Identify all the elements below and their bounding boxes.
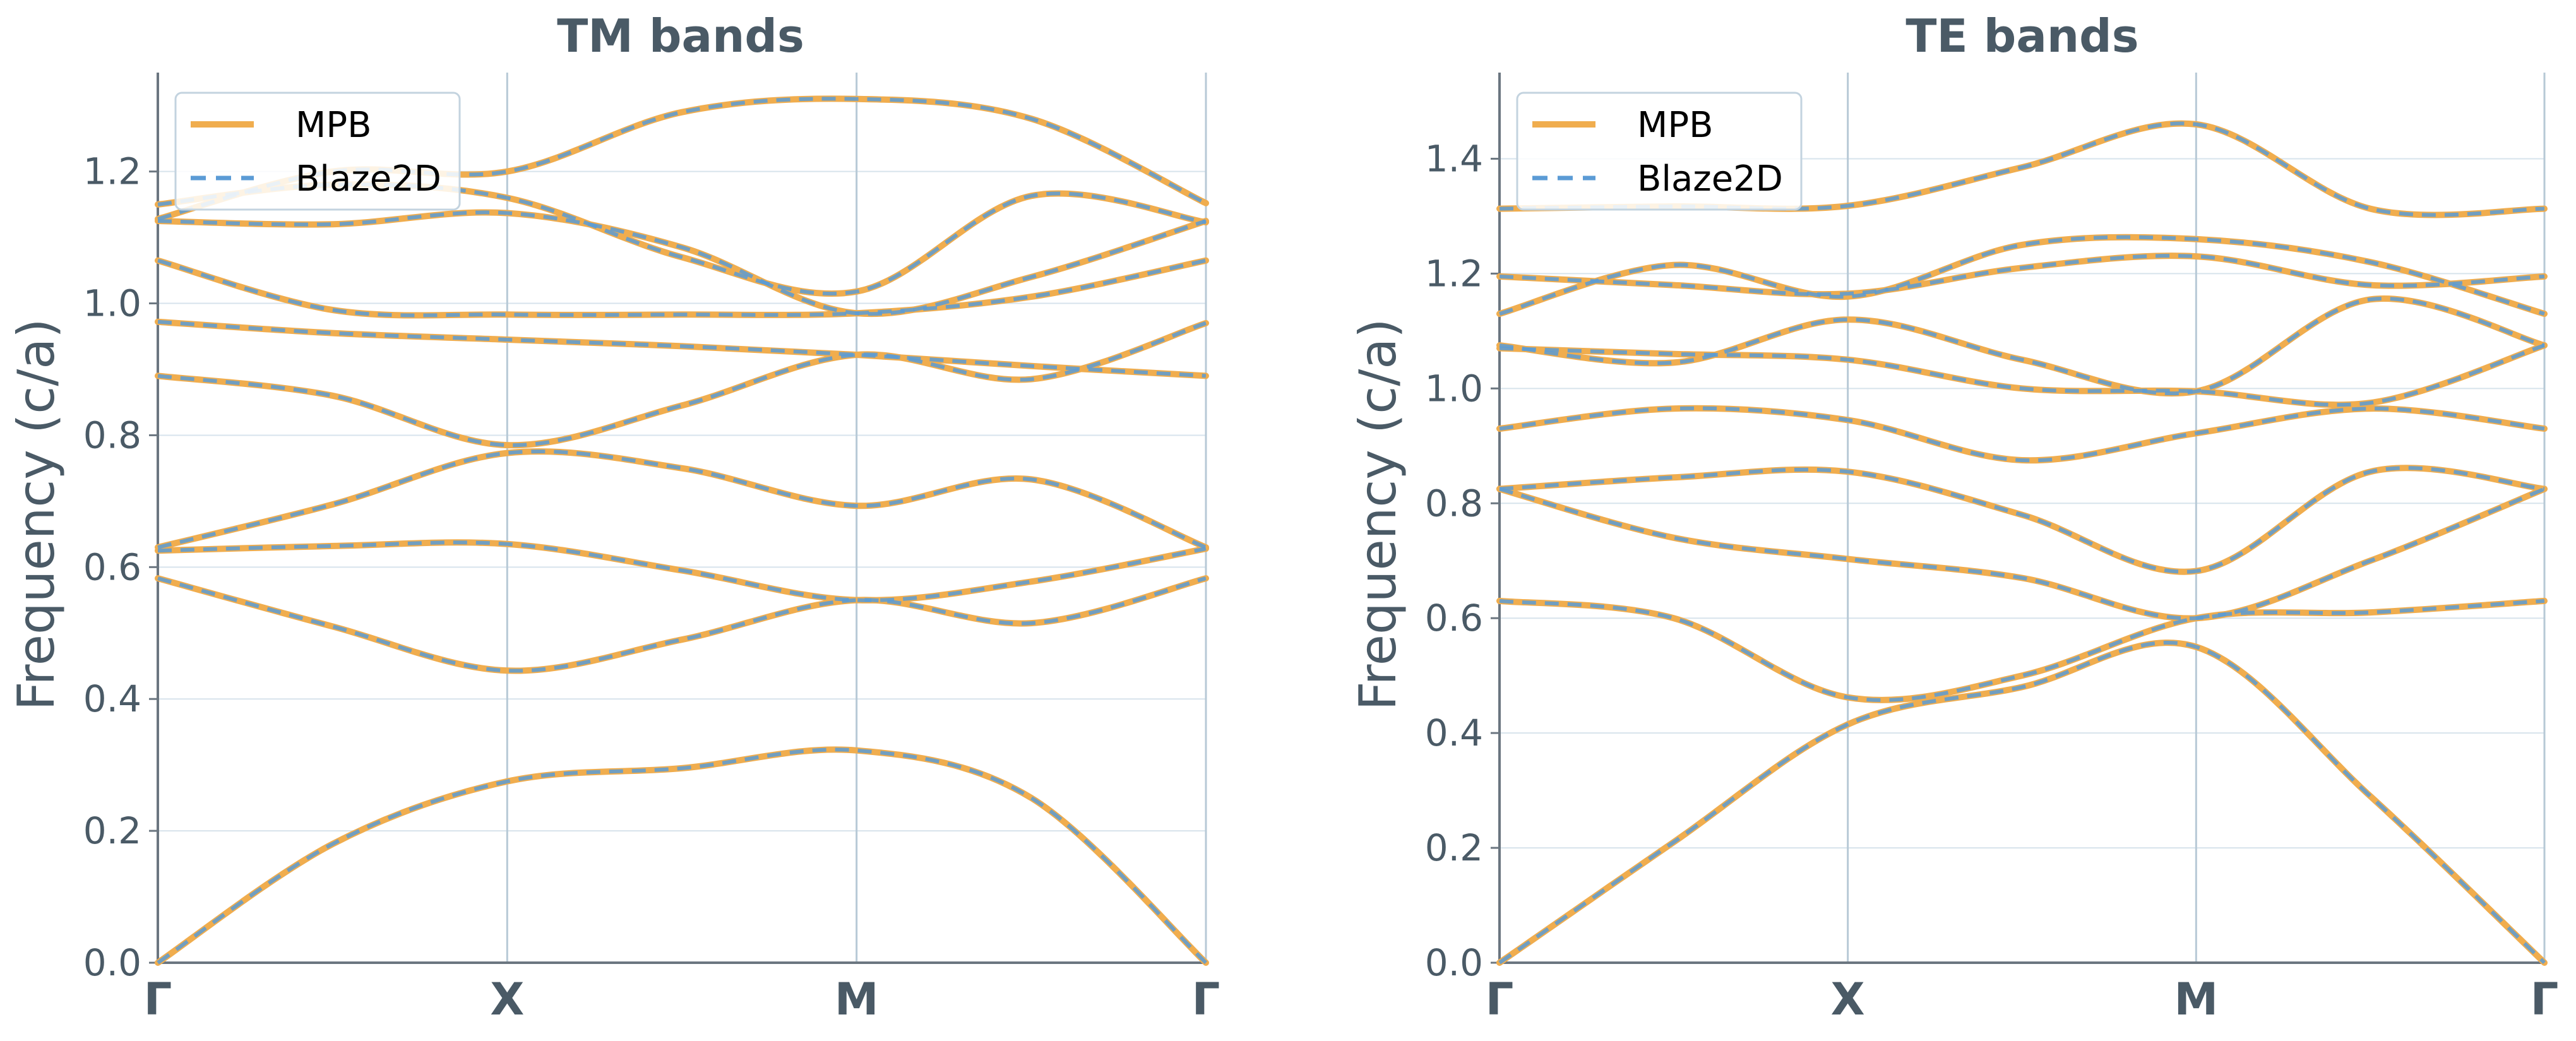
te-blaze2d-band-1 (1498, 640, 2546, 965)
te-blaze2d-band-9 (1499, 254, 2545, 297)
te-mpb-band-7 (1496, 295, 2548, 397)
te-ytick-label-0: 0.0 (1425, 941, 1483, 984)
tm-mpb-band-5 (155, 319, 1209, 449)
tm-xtick-label-1: X (490, 973, 524, 1025)
te-ytick-label-4: 0.8 (1425, 482, 1483, 525)
te-mpb-band-9 (1496, 253, 2548, 298)
tm-legend-blaze2d-label: Blaze2D (295, 158, 441, 199)
tm-legend-mpb-label: MPB (295, 105, 372, 146)
tm-blaze2d-band-10 (157, 97, 1207, 221)
te-ylabel: Frequency (c/a) (1349, 318, 1407, 710)
tm-ytick-label-4: 0.8 (83, 413, 141, 456)
tm-blaze2d-band-7 (157, 258, 1207, 318)
tm-mpb-band-8 (155, 209, 1209, 318)
te-ytick-label-3: 0.6 (1425, 597, 1483, 639)
panel-te: TE bands Frequency (c/a) 0.0 0.2 0.4 0.6 0.8… (1349, 9, 2558, 1025)
te-mpb-band-2 (1496, 597, 2548, 703)
te-blaze2d-band-7 (1499, 297, 2545, 396)
te-xtick-label-3: Γ (2531, 973, 2559, 1025)
tm-mpb-band-1 (155, 746, 1209, 966)
te-blaze2d-band-8 (1499, 235, 2545, 316)
te-blaze2d-band-5 (1499, 406, 2545, 463)
te-xtick-label-0: Γ (1486, 973, 1514, 1025)
tm-blaze2d-band-4 (157, 449, 1207, 549)
te-blaze2d-band-10 (1499, 121, 2545, 217)
te-blaze2d-band-4 (1499, 466, 2545, 574)
tm-ytick-label-2: 0.4 (83, 677, 141, 720)
te-ytick-label-5: 1.0 (1425, 367, 1483, 410)
tm-blaze2d-band-5 (157, 321, 1207, 448)
tm-xtick-label-2: M (835, 973, 879, 1025)
te-yticks: 0.0 0.2 0.4 0.6 0.8 1.0 1.2 1.4 (1425, 137, 1483, 984)
te-legend-blaze2d-label: Blaze2D (1637, 158, 1783, 199)
tm-blaze2d-band-2 (157, 576, 1207, 673)
te-blaze2d-band-3 (1499, 487, 2546, 621)
tm-bands (155, 95, 1209, 966)
tm-title: TM bands (557, 9, 804, 62)
te-mpb-band-5 (1496, 405, 2548, 464)
te-title: TE bands (1905, 9, 2138, 62)
tm-ytick-label-5: 1.0 (83, 282, 141, 325)
te-blaze2d-band-6 (1499, 343, 2545, 407)
tm-xtick-label-0: Γ (144, 973, 172, 1025)
tm-blaze2d-band-9 (157, 182, 1207, 296)
tm-yticks: 0.0 0.2 0.4 0.6 0.8 1.0 1.2 (83, 150, 141, 984)
tm-legend: MPB Blaze2D (174, 92, 461, 211)
tm-ytick-label-1: 0.2 (83, 809, 141, 852)
te-legend: MPB Blaze2D (1516, 92, 1803, 211)
tm-blaze2d-band-8 (157, 210, 1207, 316)
te-mpb-band-1 (1496, 639, 2548, 966)
tm-mpb-band-2 (155, 575, 1209, 674)
tm-blaze2d-band-6 (157, 319, 1207, 378)
tm-ytick-label-0: 0.0 (83, 941, 141, 984)
panel-tm: TM bands Frequency (c/a) 0.0 0.2 0.4 0.6 0.8… (7, 9, 1220, 1025)
tm-ytick-label-3: 0.6 (83, 545, 141, 588)
te-bands (1496, 120, 2548, 966)
te-xtick-label-1: X (1831, 973, 1865, 1025)
tm-xtick-label-3: Γ (1192, 973, 1220, 1025)
te-ytick-label-1: 0.2 (1425, 826, 1483, 869)
tm-ytick-label-6: 1.2 (83, 150, 141, 193)
te-ytick-label-6: 1.2 (1425, 252, 1483, 295)
te-ytick-label-2: 0.4 (1425, 711, 1483, 754)
te-ytick-label-7: 1.4 (1425, 137, 1483, 180)
te-legend-mpb-label: MPB (1637, 105, 1714, 146)
te-mpb-band-6 (1496, 342, 2548, 408)
tm-blaze2d-band-1 (157, 747, 1208, 965)
tm-blaze2d-band-3 (157, 540, 1207, 602)
te-xtick-label-2: M (2174, 973, 2218, 1025)
tm-mpb-band-4 (155, 448, 1209, 550)
tm-ylabel: Frequency (c/a) (7, 318, 66, 710)
te-mpb-band-8 (1496, 234, 2548, 318)
